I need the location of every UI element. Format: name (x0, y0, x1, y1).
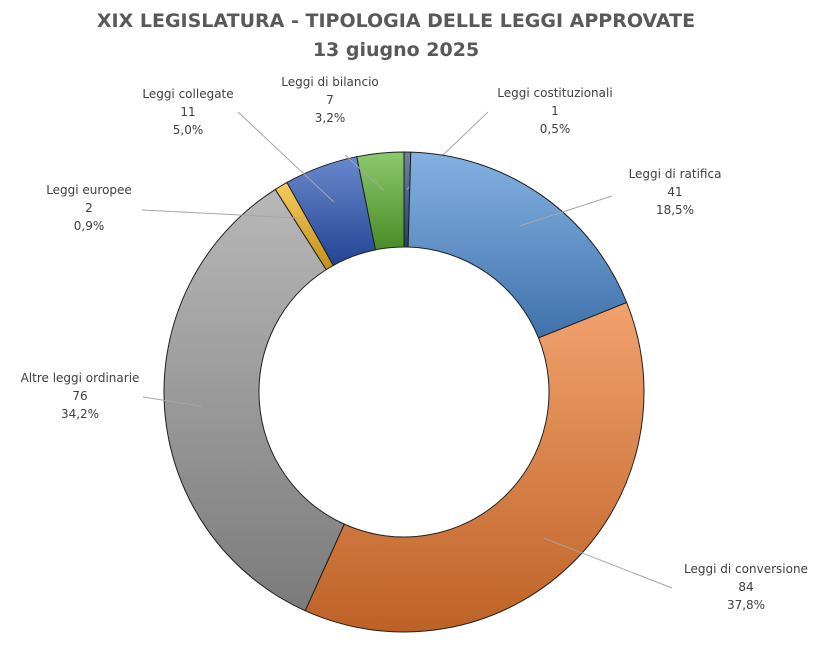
leader-line (142, 396, 203, 407)
data-label-name: Leggi collegate (142, 87, 233, 101)
leader-line (141, 209, 301, 219)
slice-leggi-di-ratifica (407, 151, 628, 339)
leader-line (237, 111, 335, 203)
data-label-value: 84 (738, 580, 753, 594)
data-label-name: Leggi di bilancio (281, 75, 379, 89)
data-label-value: 7 (326, 93, 334, 107)
data-label-percent: 5,0% (173, 123, 204, 137)
data-label-name: Altre leggi ordinarie (21, 371, 140, 385)
data-label-percent: 34,2% (61, 407, 99, 421)
leader-line (519, 195, 613, 227)
data-label-value: 11 (180, 105, 195, 119)
data-label-name: Leggi costituzionali (497, 86, 612, 100)
chart-title: XIX LEGISLATURA - TIPOLOGIA DELLE LEGGI … (96, 10, 696, 32)
data-label-value: 76 (72, 389, 87, 403)
data-label-percent: 0,9% (74, 219, 105, 233)
chart-subtitle: 13 giugno 2025 (312, 39, 480, 61)
data-label-value: 41 (667, 185, 682, 199)
data-label-percent: 0,5% (540, 122, 571, 136)
data-label-name: Leggi di conversione (684, 562, 808, 576)
leader-line (543, 537, 673, 589)
data-label-percent: 37,8% (727, 598, 765, 612)
data-label-percent: 18,5% (656, 203, 694, 217)
data-label-percent: 3,2% (315, 111, 346, 125)
slice-leggi-di-conversione (304, 301, 645, 633)
data-label-value: 1 (551, 104, 559, 118)
data-label-name: Leggi di ratifica (629, 167, 722, 181)
data-label-name: Leggi europee (46, 183, 132, 197)
slice-altre-leggi-ordinarie (163, 188, 345, 612)
leader-line (344, 154, 385, 191)
data-label-value: 2 (85, 201, 93, 215)
